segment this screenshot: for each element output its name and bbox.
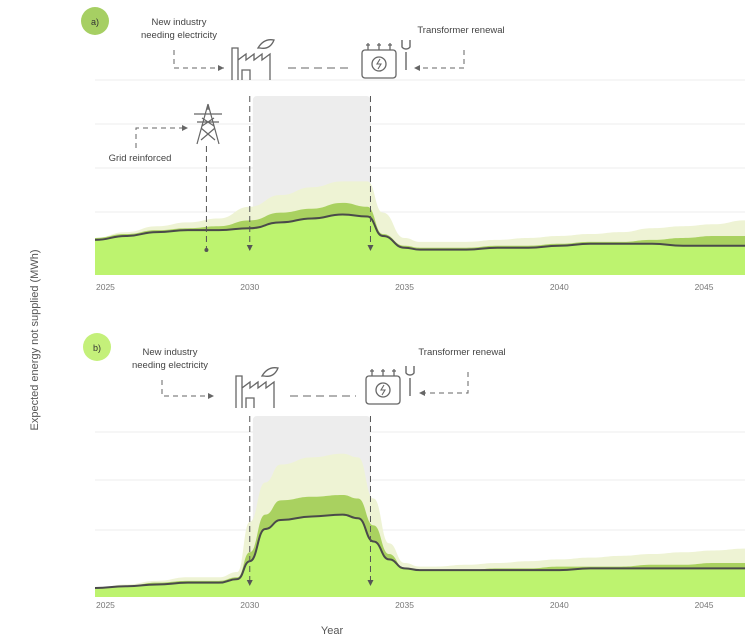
- panel-a-grid-arrowhead: [182, 125, 188, 131]
- panel-a-badge-label: a): [91, 17, 99, 27]
- panel-a-industry-label-2: needing electricity: [141, 30, 217, 41]
- x-tick-label: 2030: [240, 282, 259, 292]
- y-axis-label: Expected energy not supplied (MWh): [29, 250, 41, 431]
- panel-b-transformer-arrowhead: [419, 390, 425, 396]
- panel-a-median-line: [94, 213, 745, 251]
- panel-a: 2025 2030 2035 2040 2045 a) New industry nee…: [81, 7, 745, 292]
- panel-b-industry-arrow: [161, 380, 210, 397]
- x-tick-label: 2025: [96, 600, 115, 610]
- panel-b-badge: [83, 333, 111, 361]
- x-tick-label: 2040: [550, 600, 569, 610]
- x-tick-label: 2040: [550, 282, 569, 292]
- panel-a-industry-arrowhead: [218, 65, 224, 71]
- panel-b-event-markers: [246, 416, 374, 586]
- panel-b-transformer-label: Transformer renewal: [418, 347, 505, 358]
- panel-b-industry-label-2: needing electricity: [132, 360, 208, 371]
- panel-a-lower-fill: [95, 214, 745, 275]
- x-tick-label: 2045: [695, 282, 714, 292]
- panel-b-transformer-arrow: [425, 372, 469, 394]
- panel-a-industry-label-1: New industry: [152, 17, 207, 28]
- panel-a-x-ticks: 2025 2030 2035 2040 2045: [96, 282, 714, 292]
- panel-b-industry-arrowhead: [208, 393, 214, 399]
- panel-a-transformer-arrowhead: [414, 65, 420, 71]
- panel-a-badge: [81, 7, 109, 35]
- event-marker-head: [246, 580, 253, 586]
- panel-b-x-ticks: 2025 2030 2035 2040 2045: [96, 600, 714, 610]
- panel-b-lower-fill: [95, 514, 745, 597]
- event-marker-head: [367, 245, 374, 251]
- panel-a-transformer-arrow: [420, 50, 465, 69]
- event-marker-head: [246, 245, 253, 251]
- x-tick-label: 2035: [395, 282, 414, 292]
- pylon-icon: [194, 103, 222, 145]
- x-tick-label: 2030: [240, 600, 259, 610]
- panel-b-median-line: [94, 513, 745, 590]
- factory-icon: [231, 39, 275, 80]
- event-marker-head: [367, 580, 374, 586]
- panel-b: 2025 2030 2035 2040 2045 b) New industry nee…: [83, 333, 745, 610]
- panel-a-event-markers: [204, 96, 374, 252]
- panel-a-grid-label: Grid reinforced: [109, 153, 172, 164]
- x-tick-label: 2045: [695, 600, 714, 610]
- x-tick-label: 2035: [395, 600, 414, 610]
- panel-b-badge-label: b): [93, 343, 101, 353]
- event-marker-head: [204, 248, 209, 252]
- x-axis-label: Year: [321, 625, 344, 637]
- factory-icon: [235, 367, 279, 408]
- panel-a-transformer-label: Transformer renewal: [417, 25, 504, 36]
- panel-a-grid: [95, 79, 745, 213]
- panel-a-industry-arrow: [173, 50, 224, 69]
- transformer-wrench-icon: [365, 366, 415, 405]
- x-tick-label: 2025: [96, 282, 115, 292]
- panel-a-grid-arrow: [135, 127, 182, 148]
- panel-b-industry-label-1: New industry: [143, 347, 198, 358]
- transformer-wrench-icon: [361, 40, 411, 79]
- panel-b-grid: [95, 431, 745, 531]
